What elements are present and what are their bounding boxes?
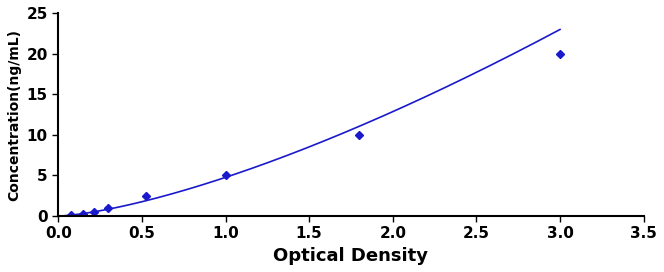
Y-axis label: Concentration(ng/mL): Concentration(ng/mL)	[7, 29, 21, 200]
X-axis label: Optical Density: Optical Density	[274, 247, 428, 265]
